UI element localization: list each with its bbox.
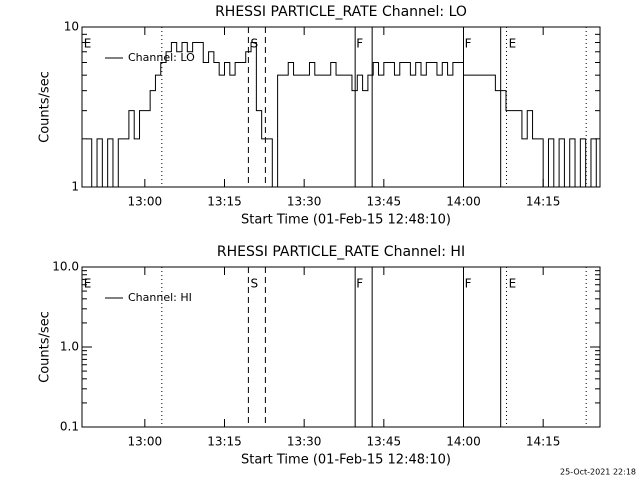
annotation: S: [251, 277, 259, 291]
legend-label: Channel: LO: [128, 51, 195, 64]
annotation: E: [84, 37, 92, 51]
x-tick-label: 13:45: [367, 195, 402, 209]
x-tick-label: 14:00: [446, 435, 481, 449]
y-tick-label: 10.0: [52, 260, 79, 274]
x-tick-label: 13:30: [287, 435, 322, 449]
x-tick-label: 13:00: [128, 435, 163, 449]
annotation: E: [509, 277, 517, 291]
y-axis-label: Counts/sec: [38, 71, 53, 143]
annotation: E: [509, 37, 517, 51]
y-tick-label: 0.1: [60, 420, 79, 434]
data-line: [86, 42, 597, 188]
y-axis-label: Counts/sec: [38, 311, 53, 383]
chart-title: RHESSI PARTICLE_RATE Channel: HI: [217, 244, 465, 260]
x-tick-label: 14:00: [446, 195, 481, 209]
x-axis-label: Start Time (01-Feb-15 12:48:10): [241, 213, 451, 228]
x-tick-label: 13:45: [367, 435, 402, 449]
x-tick-label: 13:00: [128, 195, 163, 209]
x-tick-label: 14:15: [526, 195, 561, 209]
annotation: F: [465, 37, 472, 51]
footer: 25-Oct-2021 22:18: [560, 468, 636, 477]
legend-label: Channel: HI: [128, 291, 192, 304]
x-tick-label: 13:30: [287, 195, 322, 209]
y-tick-label: 10: [64, 20, 79, 34]
chart-title: RHESSI PARTICLE_RATE Channel: LO: [215, 4, 467, 20]
y-tick-label: 1.0: [60, 340, 79, 354]
x-tick-label: 13:15: [207, 195, 242, 209]
y-tick-label: 1: [71, 180, 79, 194]
annotation: S: [251, 37, 259, 51]
annotation: F: [465, 277, 472, 291]
x-axis-label: Start Time (01-Feb-15 12:48:10): [241, 453, 451, 468]
x-tick-label: 14:15: [526, 435, 561, 449]
annotation: F: [356, 37, 363, 51]
annotation: F: [356, 277, 363, 291]
x-tick-label: 13:15: [207, 435, 242, 449]
annotation: E: [84, 277, 92, 291]
plot-frame: [81, 26, 601, 188]
